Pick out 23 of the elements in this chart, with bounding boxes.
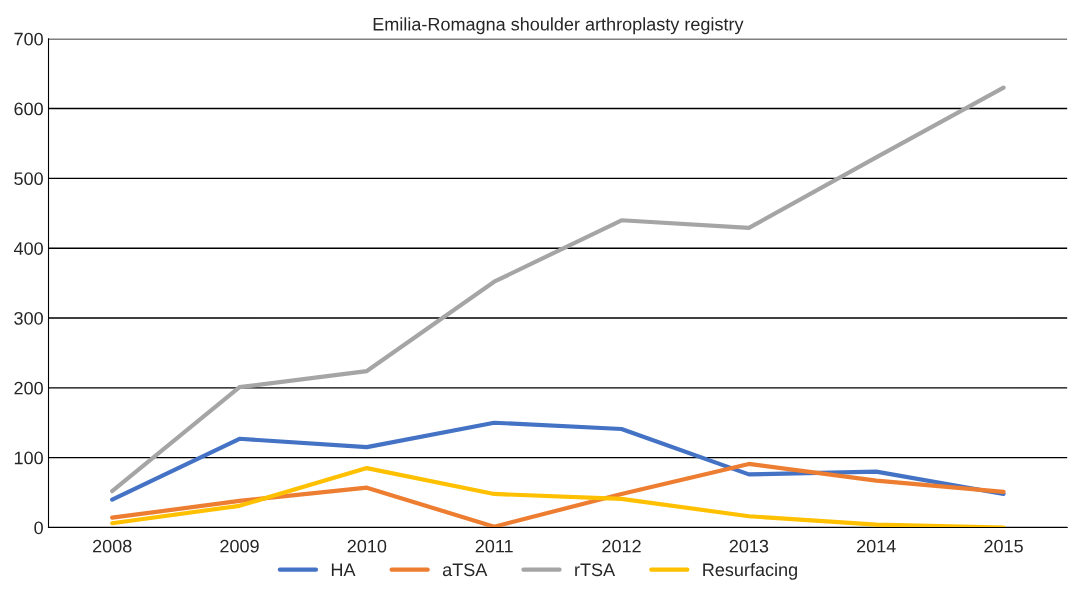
y-tick-label: 500	[14, 172, 43, 186]
legend-label: rTSA	[575, 563, 616, 577]
legend-label: Resurfacing	[703, 562, 797, 580]
x-tick-label: 2008	[93, 539, 132, 553]
x-tick-label: 2011	[475, 539, 513, 553]
line-series	[110, 420, 1006, 502]
x-tick-label: 2014	[857, 539, 896, 553]
y-tick-label: 100	[14, 451, 43, 465]
y-tick-label: 600	[14, 102, 43, 116]
y-tick-label: 400	[13, 242, 43, 255]
line-series	[110, 85, 1006, 494]
y-tick-label: 200	[14, 381, 43, 395]
x-tick-label: 2015	[984, 539, 1023, 553]
x-tick-label: 2010	[347, 539, 387, 553]
chart-title: Emilia-Romagna shoulder arthroplasty registry	[373, 17, 744, 35]
y-tick-label: 300	[14, 311, 43, 325]
legend-label: aTSA	[442, 563, 488, 577]
x-tick-label: 2009	[220, 539, 259, 553]
legend-label: HA	[331, 563, 356, 576]
y-tick-label: 0	[34, 521, 43, 535]
x-tick-label: 2012	[602, 539, 641, 553]
x-tick-label: 2013	[729, 539, 769, 553]
y-tick-label: 700	[14, 32, 43, 46]
